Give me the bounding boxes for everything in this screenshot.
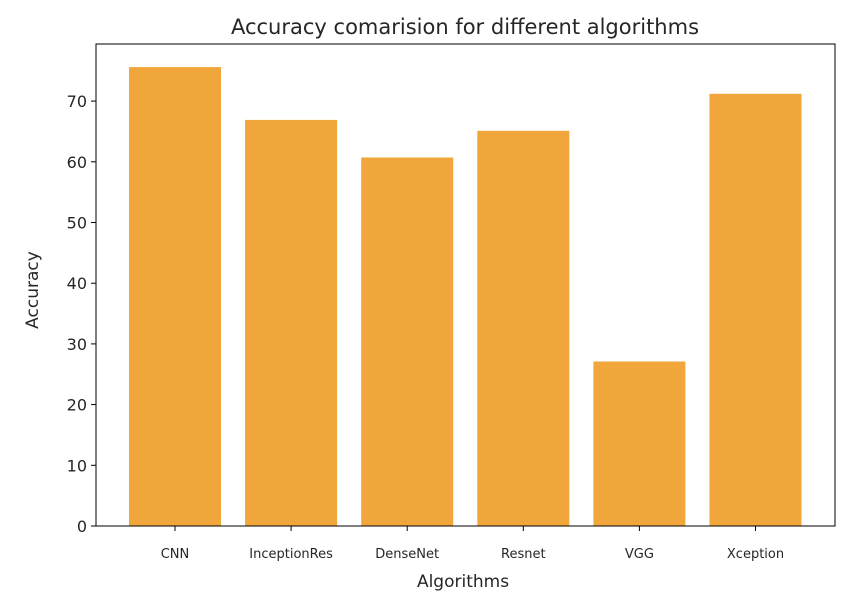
bar-resnet bbox=[477, 130, 570, 527]
x-tick-label: VGG bbox=[625, 547, 654, 562]
y-tick-label: 40 bbox=[67, 274, 87, 293]
x-tick-label: DenseNet bbox=[375, 547, 439, 562]
x-axis-title: Algorithms bbox=[417, 572, 509, 592]
x-tick-label: Resnet bbox=[501, 547, 546, 562]
y-tick-label: 10 bbox=[67, 456, 87, 475]
bar-inceptionres bbox=[245, 119, 338, 527]
y-tick-label: 50 bbox=[67, 214, 87, 233]
bars-layer bbox=[129, 67, 802, 527]
bar-vgg bbox=[593, 361, 686, 526]
bar-densenet bbox=[361, 157, 454, 526]
x-tick-label: CNN bbox=[161, 547, 190, 562]
y-tick-label: 0 bbox=[77, 517, 87, 536]
bar-xception bbox=[709, 93, 802, 527]
y-tick-label: 30 bbox=[67, 335, 87, 354]
chart-title: Accuracy comarision for different algori… bbox=[231, 15, 699, 39]
bar-cnn bbox=[129, 67, 221, 526]
y-tick-label: 60 bbox=[67, 153, 87, 172]
y-tick-label: 20 bbox=[67, 396, 87, 415]
x-tick-label: Xception bbox=[727, 547, 784, 562]
y-axis-ticks: 0 10 20 30 40 50 60 70 bbox=[67, 92, 96, 536]
y-tick-label: 70 bbox=[67, 92, 87, 111]
x-tick-label: InceptionRes bbox=[249, 547, 333, 562]
plot-area-frame bbox=[95, 43, 836, 527]
x-axis-ticks: CNN InceptionRes DenseNet Resnet VGG Xception bbox=[161, 526, 784, 562]
y-axis-title: Accuracy bbox=[23, 251, 43, 329]
